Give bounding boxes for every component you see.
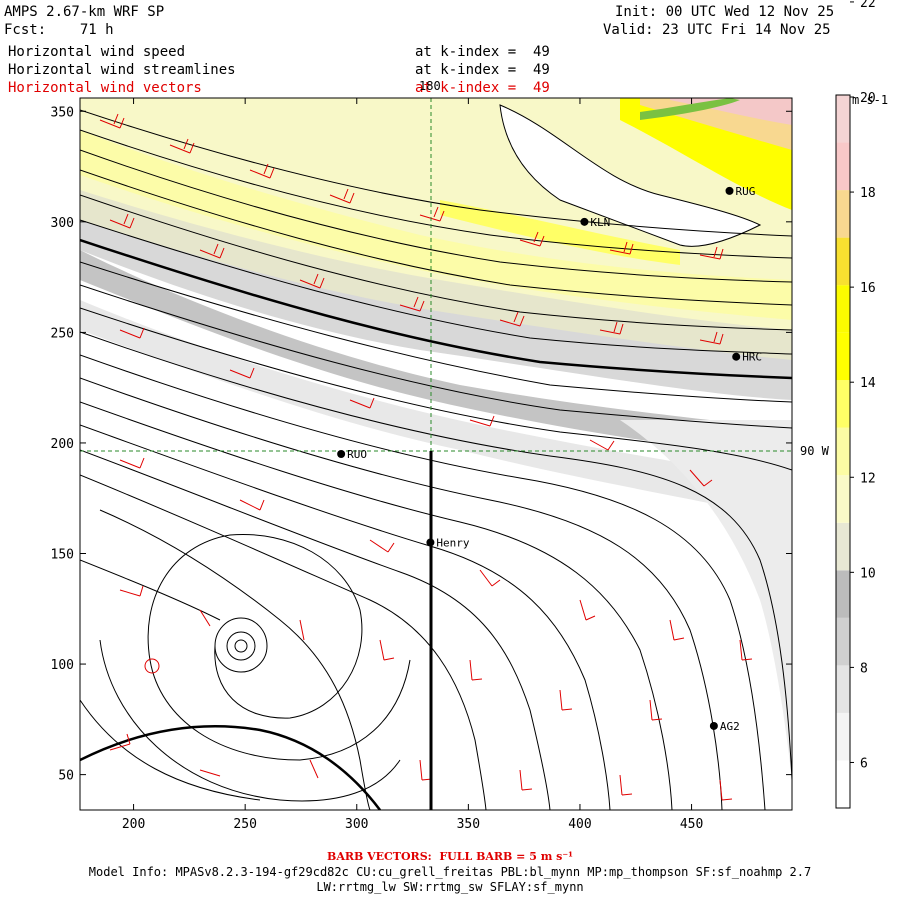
station-marker-hrc [732,352,741,361]
colorbar-swatch [836,522,850,571]
colorbar-swatch [836,285,850,333]
station-marker-kln [580,217,589,226]
y-tick-label: 350 [51,105,74,120]
colorbar-swatch [836,95,850,143]
field-streamlines: Horizontal wind streamlines [8,62,236,78]
x-tick-label: 350 [457,817,480,832]
barb-vectors-note: BARB VECTORS: FULL BARB = 5 m s⁻¹ [327,850,573,863]
colorbar-swatch [836,190,850,238]
station-label: AG2 [720,720,740,733]
wind-barbs [99,113,753,801]
colorbar-swatch [836,142,850,191]
x-tick-label: 300 [345,817,368,832]
x-tick-label: 200 [122,817,145,832]
colorbar-swatch [836,427,850,476]
colorbar-unit: m s-1 [852,93,888,107]
colorbar-swatch [836,712,850,761]
colorbar-swatch [836,760,850,808]
colorbar-label: 12 [860,471,876,486]
station-marker-rug [725,186,734,195]
colorbar-label: 6 [860,756,868,771]
calm-wind-circle [144,658,160,674]
init-time: Init: 00 UTC Wed 12 Nov 25 [615,4,835,20]
station-label: Henry [436,536,469,549]
streamlines [80,109,792,810]
colorbar-label: 16 [860,281,876,296]
colorbar-frame [835,94,851,809]
colorbar-swatch [836,665,850,713]
colorbar-label: 18 [860,186,876,201]
station-label: HRC [742,351,762,364]
colorbar-swatch [836,475,850,523]
field-vectors-level: at k-index = 49 [415,80,550,96]
colorbar-label: 20 [860,91,876,106]
y-tick-label: 200 [51,437,74,452]
x-tick-label: 400 [568,817,591,832]
forecast-hour: Fcst: 71 h [4,22,114,38]
colorbar-swatch [836,570,850,618]
colorbar-label: 10 [860,566,876,581]
wind-speed-colorbar: 681012141618202224 [835,0,876,809]
station-marker-henry [426,538,435,547]
model-info-line-2: LW:rrtmg_lw SW:rrtmg_sw SFLAY:sf_mynn [316,880,584,894]
y-tick-label: 250 [51,326,74,341]
map-panel: RUG KLN HRC RUO Henry AG2 [80,98,792,810]
station-label: RUG [736,185,756,198]
x-tick-label: 450 [680,817,703,832]
map-frame [79,97,793,811]
colorbar-label: 14 [860,376,876,391]
meridian-label: 180 [419,79,441,93]
valid-time: Valid: 23 UTC Fri 14 Nov 25 [603,22,831,38]
colorbar-swatch [836,237,850,286]
x-axis: 200 250 300 350 400 450 [122,98,703,832]
y-tick-label: 300 [51,216,74,231]
station-layer: RUG KLN HRC RUO Henry AG2 [337,185,762,733]
station-marker-ag2 [709,721,718,730]
colorbar-swatch [836,617,850,666]
model-title: AMPS 2.67-km WRF SP [4,4,165,20]
field-vectors: Horizontal wind vectors [8,80,202,96]
x-tick-label: 250 [233,817,256,832]
y-tick-label: 100 [51,658,74,673]
colorbar-swatch [836,380,850,428]
field-wind-speed: Horizontal wind speed [8,44,186,60]
parallel-label: 90 W [800,444,830,458]
colorbar-label: 22 [860,0,876,11]
station-label: RUO [347,448,367,461]
y-tick-label: 50 [58,769,74,784]
model-info-line-1: Model Info: MPASv8.2.3-194-gf29cd82c CU:… [88,865,812,879]
colorbar-swatch [836,332,850,381]
station-label: KLN [590,216,610,229]
y-tick-label: 150 [51,548,74,563]
colorbar-label: 8 [860,661,868,676]
station-marker-ruo [337,450,346,458]
field-streamlines-level: at k-index = 49 [415,62,550,78]
y-axis: 50 100 150 200 250 300 350 [51,105,792,784]
field-wind-speed-level: at k-index = 49 [415,44,550,60]
